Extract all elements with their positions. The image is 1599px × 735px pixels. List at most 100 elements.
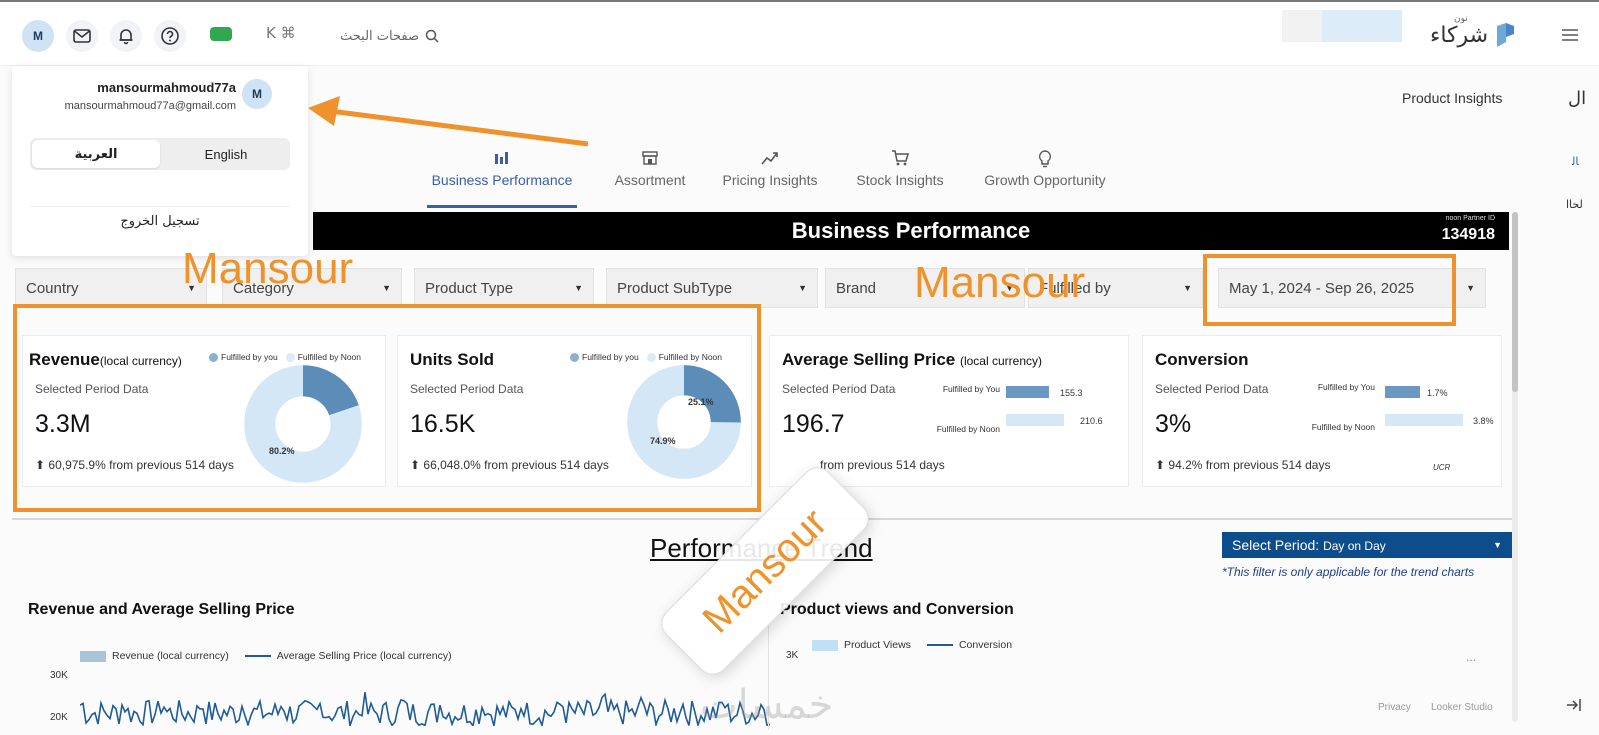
card-subtitle: Selected Period Data bbox=[782, 382, 896, 396]
scrollbar-thumb[interactable] bbox=[1512, 212, 1518, 392]
legend-item: Fulfilled by you bbox=[209, 352, 278, 363]
legend-swatch bbox=[244, 655, 271, 658]
top-placeholder-a bbox=[1282, 10, 1322, 42]
period-text: Select Period: Day on Day bbox=[1232, 537, 1386, 553]
tab-assortment[interactable]: Assortment bbox=[600, 150, 700, 188]
units-sold-card: Units Sold Fulfilled by you Fulfilled by… bbox=[397, 335, 752, 487]
tab-business-performance[interactable]: Business Performance bbox=[427, 150, 577, 188]
filter-fulfilled-by[interactable]: Fulfilled by ▼ bbox=[1028, 268, 1203, 308]
revenue-donut bbox=[244, 365, 362, 483]
period-select[interactable]: Select Period: Day on Day ▼ bbox=[1222, 532, 1512, 558]
panel-avatar-initial: M bbox=[252, 87, 262, 101]
filter-date-range[interactable]: May 1, 2024 - Sep 26, 2025 ▼ bbox=[1218, 268, 1486, 308]
card-value: 196.7 bbox=[782, 410, 845, 438]
legend-text: Average Selling Price (local currency) bbox=[276, 650, 452, 662]
card-legend: Fulfilled by you Fulfilled by Noon bbox=[209, 352, 362, 363]
exit-button[interactable] bbox=[1566, 698, 1582, 717]
report-scrollbar[interactable] bbox=[1512, 212, 1518, 722]
views-conversion-chart-title: Product views and Conversion bbox=[780, 601, 1014, 618]
status-flag-icon[interactable] bbox=[210, 27, 232, 41]
bar-chart-icon bbox=[427, 150, 577, 172]
chart-divider bbox=[768, 580, 769, 730]
trend-icon bbox=[715, 150, 825, 172]
mail-button[interactable] bbox=[66, 20, 98, 52]
store-icon bbox=[600, 150, 700, 172]
panel-avatar: M bbox=[242, 79, 272, 109]
filter-product-type[interactable]: Product Type ▼ bbox=[414, 268, 594, 308]
filter-country[interactable]: Country ▼ bbox=[15, 268, 207, 308]
filter-product-subtype[interactable]: Product SubType ▼ bbox=[606, 268, 818, 308]
legend-text: Fulfilled by Noon bbox=[297, 352, 362, 362]
report-banner: Business Performance noon Partner ID 134… bbox=[313, 212, 1509, 250]
legend-item: Product Views bbox=[812, 639, 911, 651]
chevron-down-icon: ▼ bbox=[1183, 283, 1192, 293]
user-avatar-button[interactable]: M bbox=[22, 20, 54, 52]
privacy-link[interactable]: Privacy bbox=[1378, 702, 1411, 713]
language-toggle: العربية English bbox=[30, 138, 290, 170]
top-bar: M K ⌘ صفحات البحث شركاء نون bbox=[0, 0, 1599, 66]
legend-item: Average Selling Price (local currency) bbox=[244, 650, 452, 662]
legend-text: Fulfilled by you bbox=[221, 352, 278, 362]
legend-dot bbox=[209, 353, 218, 363]
card-title-text: Average Selling Price bbox=[782, 350, 956, 369]
bar-you bbox=[1006, 386, 1049, 398]
period-note: *This filter is only applicable for the … bbox=[1222, 565, 1475, 579]
asp-card: Average Selling Price (local currency) S… bbox=[769, 335, 1129, 487]
conversion-card: Conversion Selected Period Data 3% ⬆ 94.… bbox=[1142, 335, 1502, 487]
sidebar-rtl-b[interactable]: لحاا bbox=[1566, 198, 1583, 211]
mail-icon bbox=[73, 29, 91, 43]
top-placeholder-b bbox=[1322, 10, 1402, 42]
chevron-down-icon: ▼ bbox=[382, 283, 391, 293]
bar-axis-label: UCR bbox=[1433, 463, 1451, 472]
tab-stock-insights[interactable]: Stock Insights bbox=[848, 150, 952, 188]
search-input[interactable]: صفحات البحث bbox=[340, 24, 460, 48]
page-label[interactable]: Product Insights bbox=[1402, 90, 1503, 106]
filter-brand[interactable]: Brand ▼ bbox=[825, 268, 1025, 308]
bar-noon bbox=[1385, 414, 1463, 426]
chevron-down-icon: ▼ bbox=[187, 283, 196, 293]
chevron-down-icon: ▼ bbox=[1005, 283, 1014, 293]
annotation-box-date bbox=[1203, 254, 1456, 326]
revenue-asp-legend: Revenue (local currency) Average Selling… bbox=[80, 650, 452, 662]
brand-mark-icon bbox=[1497, 23, 1515, 47]
bar-label-noon: Fulfilled by Noon bbox=[936, 424, 1000, 434]
legend-dot bbox=[285, 353, 295, 363]
legend-item: Fulfilled by Noon bbox=[285, 352, 362, 363]
sidebar-rtl-a[interactable]: ﺎﻟ bbox=[1572, 155, 1579, 168]
legend-dot bbox=[570, 353, 579, 363]
logout-button[interactable]: تسجيل الخروج bbox=[30, 206, 290, 236]
slice-fulfilled-by-noon bbox=[244, 365, 362, 483]
menu-button[interactable] bbox=[1562, 28, 1578, 46]
legend-item: Fulfilled by Noon bbox=[646, 352, 722, 363]
search-placeholder: صفحات البحث bbox=[340, 28, 419, 44]
brand-name: شركاء bbox=[1430, 22, 1489, 48]
chevron-down-icon: ▼ bbox=[1466, 283, 1475, 293]
notifications-button[interactable] bbox=[110, 20, 142, 52]
legend-text: Conversion bbox=[958, 639, 1013, 651]
donut-label-you: 25.1% bbox=[688, 397, 714, 407]
search-icon bbox=[425, 29, 439, 43]
brand-logo[interactable]: شركاء نون bbox=[1430, 14, 1516, 48]
legend-swatch bbox=[812, 639, 838, 651]
bar-label-you: Fulfilled by You bbox=[1317, 382, 1375, 392]
asp-trend-line bbox=[80, 692, 770, 726]
slice-fulfilled-by-noon bbox=[627, 365, 741, 479]
tab-label: Assortment bbox=[614, 172, 686, 188]
legend-item: Conversion bbox=[926, 639, 1013, 651]
filter-category[interactable]: Category ▼ bbox=[222, 268, 402, 308]
tab-growth-opportunity[interactable]: Growth Opportunity bbox=[978, 150, 1112, 188]
chart-more-button[interactable]: ... bbox=[1466, 650, 1477, 664]
lang-arabic-option[interactable]: العربية bbox=[32, 140, 160, 168]
bar-label-you: Fulfilled by You bbox=[942, 384, 1000, 394]
tab-pricing-insights[interactable]: Pricing Insights bbox=[715, 150, 825, 188]
looker-studio-link[interactable]: Looker Studio bbox=[1431, 702, 1493, 713]
help-button[interactable] bbox=[154, 20, 186, 52]
donut-label-noon: 74.9% bbox=[650, 436, 676, 446]
cart-icon bbox=[848, 150, 952, 172]
card-title: Average Selling Price (local currency) bbox=[782, 350, 1042, 370]
card-legend: Fulfilled by you Fulfilled by Noon bbox=[570, 352, 722, 363]
views-conversion-legend: Product Views Conversion bbox=[812, 639, 1012, 651]
lang-english-option[interactable]: English bbox=[204, 146, 248, 162]
legend-swatch bbox=[80, 650, 106, 662]
card-title: Revenue(local currency) bbox=[29, 350, 182, 370]
